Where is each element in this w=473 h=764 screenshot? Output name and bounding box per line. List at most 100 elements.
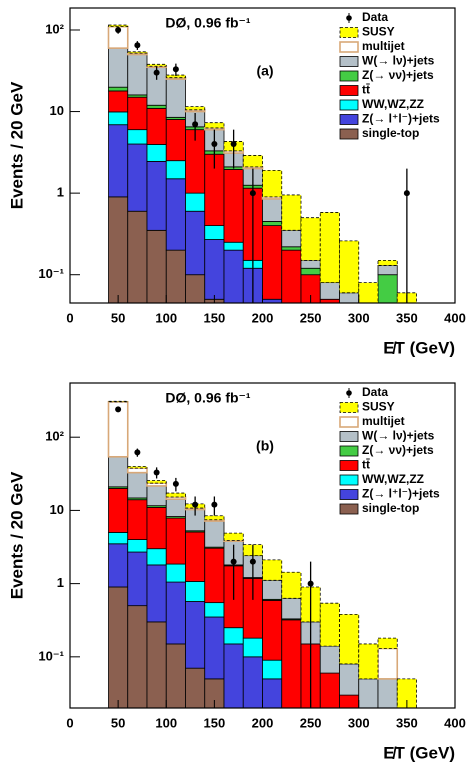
bar-segment — [281, 619, 302, 709]
x-axis-label: E̸T (GeV) — [383, 338, 455, 357]
legend-label: single-top — [362, 501, 419, 515]
bar-segment — [185, 106, 206, 111]
bar-segment — [108, 400, 129, 403]
bar-segment — [185, 210, 206, 276]
data-point — [134, 42, 141, 49]
bar-segment — [127, 466, 148, 469]
bar-segment — [165, 74, 186, 79]
bar-segment — [185, 601, 206, 669]
bar-segment — [377, 274, 398, 304]
bar-segment — [223, 532, 244, 541]
bar-segment — [377, 678, 398, 709]
bar-segment — [262, 221, 283, 226]
legend-label: SUSY — [362, 25, 395, 39]
bar-segment — [339, 613, 360, 665]
data-point — [307, 580, 314, 587]
panel-label: (b) — [256, 438, 274, 454]
bar-segment — [146, 564, 167, 623]
x-tick-label: 100 — [155, 715, 177, 730]
bar-segment — [146, 63, 167, 67]
legend-label: W(→ lν)+jets — [362, 54, 435, 68]
chart-title: DØ, 0.96 fb⁻¹ — [165, 15, 251, 31]
data-point — [192, 121, 199, 128]
bar-segment — [185, 581, 206, 602]
y-tick-label: 10² — [45, 429, 64, 444]
legend-swatch — [339, 27, 359, 38]
bar-segment — [204, 520, 225, 548]
bar-segment — [204, 515, 225, 521]
x-tick-label: 300 — [348, 310, 370, 325]
bar-segment — [108, 24, 129, 28]
x-tick-label: 400 — [444, 310, 466, 325]
bar-segment — [146, 480, 167, 484]
bar-segment — [108, 124, 129, 198]
x-tick-label: 150 — [204, 310, 226, 325]
bar-segment — [204, 602, 225, 618]
bar-segment — [358, 678, 379, 709]
x-tick-label: 200 — [252, 715, 274, 730]
bar-segment — [108, 456, 129, 488]
bar-segment — [108, 543, 129, 588]
x-tick-label: 350 — [396, 310, 418, 325]
bar-segment — [146, 107, 167, 145]
bar-segment — [339, 292, 360, 304]
bar-segment — [146, 506, 167, 550]
legend-swatch — [339, 114, 359, 125]
y-tick-label: 10 — [50, 103, 64, 118]
bar-segment — [165, 492, 186, 498]
legend-label: single-top — [362, 126, 419, 140]
bar-segment — [377, 265, 398, 276]
x-tick-label: 250 — [300, 310, 322, 325]
bar-segment — [204, 225, 225, 240]
bar-segment — [165, 119, 186, 162]
legend-swatch — [339, 128, 359, 140]
y-tick-label: 10⁻¹ — [38, 648, 64, 663]
bar-segment — [127, 143, 148, 212]
legend-label: WW,WZ,ZZ — [362, 97, 424, 111]
y-tick-label: 10² — [45, 21, 64, 36]
bar-segment — [165, 160, 186, 180]
data-point — [172, 66, 179, 73]
panel-label: (a) — [256, 63, 273, 79]
bar-segment — [377, 647, 399, 680]
legend-label: Z(→ νν)+jets — [362, 443, 434, 457]
bar-segment — [358, 643, 379, 680]
bar-segment — [262, 678, 283, 709]
legend-swatch — [339, 489, 359, 500]
bar-segment — [281, 229, 302, 248]
bar-segment — [127, 129, 148, 145]
legend-swatch — [339, 56, 359, 67]
bar-segment — [108, 196, 129, 304]
bar-segment — [204, 239, 225, 300]
bar-segment — [185, 667, 206, 709]
legend-swatch — [339, 460, 359, 471]
legend-label: Z(→ νν)+jets — [362, 68, 434, 82]
x-tick-label: 350 — [396, 715, 418, 730]
legend-label: tt̄ — [362, 83, 370, 97]
x-tick-label: 0 — [66, 310, 73, 325]
legend-swatch — [339, 431, 359, 442]
bar-segment — [185, 274, 206, 304]
bar-segment — [262, 559, 283, 581]
bar-segment — [319, 602, 340, 647]
bar-segment — [146, 482, 168, 487]
bar-segment — [108, 111, 129, 126]
data-point — [249, 558, 256, 565]
data-point — [211, 141, 218, 148]
bar-segment — [107, 401, 129, 458]
bar-segment — [165, 581, 186, 645]
y-tick-label: 1 — [57, 575, 64, 590]
legend-label: W(→ lν)+jets — [362, 429, 435, 443]
legend-swatch — [339, 474, 359, 486]
bar-segment — [242, 656, 263, 709]
data-point — [153, 69, 160, 76]
bar-segment — [262, 225, 283, 300]
bar-segment — [165, 498, 186, 517]
x-tick-label: 150 — [204, 715, 226, 730]
bar-segment — [281, 249, 302, 304]
data-point — [172, 480, 179, 487]
bar-segment — [127, 54, 148, 96]
bar-segment — [127, 96, 148, 131]
data-point — [403, 190, 410, 197]
data-point — [230, 141, 237, 148]
